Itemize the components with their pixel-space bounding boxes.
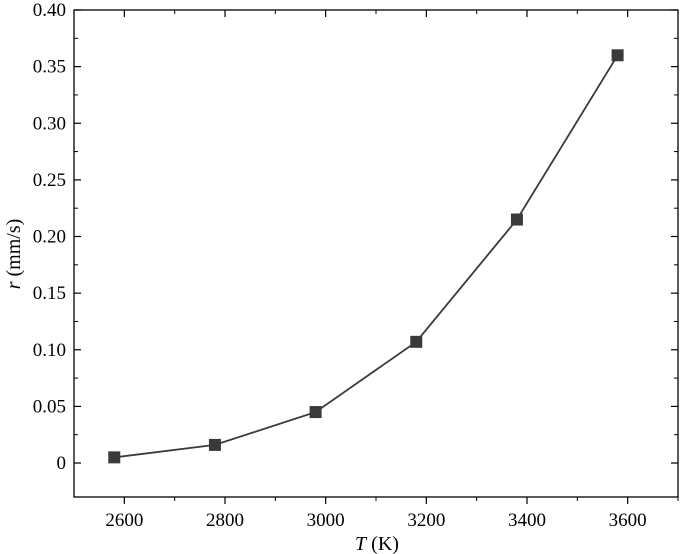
y-axis-label: r (mm/s)	[3, 219, 25, 290]
y-tick-label: 0	[57, 453, 67, 474]
data-point	[510, 213, 523, 226]
y-tick-label: 0.25	[33, 170, 66, 191]
x-tick-label: 3200	[407, 510, 445, 531]
data-point	[208, 438, 221, 451]
series-layer	[108, 49, 624, 464]
x-tick-label: 3000	[307, 510, 345, 531]
x-axis-label: T (K)	[355, 533, 399, 554]
plot-frame	[73, 9, 679, 498]
series-line	[114, 54, 619, 459]
y-tick-label: 0.15	[33, 283, 66, 304]
y-tick-label: 0.30	[33, 113, 66, 134]
plot-border	[73, 9, 679, 498]
y-tick-label: 0.35	[33, 57, 66, 78]
x-tick-label: 2600	[105, 510, 143, 531]
y-tick-label: 0.40	[33, 0, 66, 21]
data-point	[309, 406, 322, 419]
y-tick-label: 0.05	[33, 396, 66, 417]
y-tick-label: 0.20	[33, 227, 66, 248]
data-point	[611, 49, 624, 62]
data-point	[108, 451, 121, 464]
y-axis: 0 0.05 0.10 0.15 0.20 0.25 0.30 0.35 0.40	[33, 0, 678, 474]
x-axis: 2600 2800 3000 3200 3400 3600	[105, 10, 679, 531]
x-tick-label: 3400	[508, 510, 546, 531]
x-tick-label: 2800	[206, 510, 244, 531]
y-tick-label: 0.10	[33, 340, 66, 361]
data-point	[410, 335, 423, 348]
x-tick-label: 3600	[609, 510, 647, 531]
